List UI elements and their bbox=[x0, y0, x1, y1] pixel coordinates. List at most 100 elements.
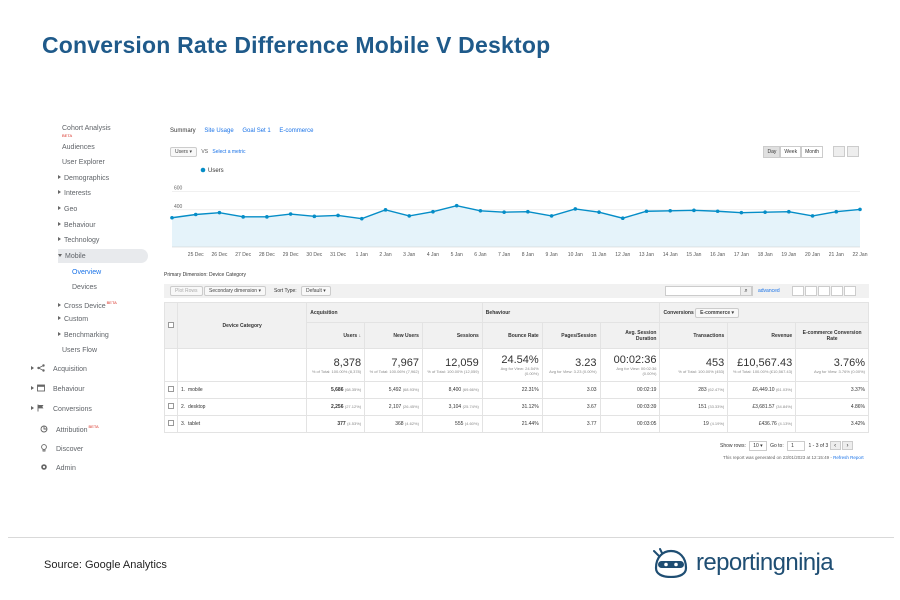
sidebar-item-mobile[interactable]: Mobile bbox=[58, 253, 86, 260]
device-link[interactable]: tablet bbox=[187, 421, 201, 427]
comparison-view-icon[interactable] bbox=[831, 286, 843, 296]
sidebar-section-label: Conversions bbox=[53, 406, 92, 413]
data-point bbox=[763, 210, 767, 214]
sidebar-section-attribution[interactable]: AttributionBETA bbox=[40, 424, 99, 434]
data-point bbox=[288, 212, 293, 216]
row-checkbox[interactable] bbox=[168, 386, 174, 392]
conversion-rate-header[interactable]: E-commerce Conversion Rate bbox=[795, 322, 869, 349]
sort-type-value: Default bbox=[306, 288, 322, 294]
avg-session-header[interactable]: Avg. Session Duration bbox=[599, 322, 661, 349]
legend-marker bbox=[200, 167, 206, 173]
period-month-button[interactable]: Month bbox=[801, 146, 823, 158]
sidebar-item-interests[interactable]: Interests bbox=[58, 190, 91, 197]
cell-pct: (4.60%) bbox=[464, 421, 479, 426]
data-point bbox=[526, 209, 530, 214]
sidebar-item-cross-device[interactable]: Cross DeviceBETA bbox=[58, 300, 117, 310]
period-selector: Day Week Month bbox=[763, 146, 823, 158]
attribution-icon bbox=[40, 425, 48, 433]
sidebar-item-custom[interactable]: Custom bbox=[58, 316, 88, 323]
sidebar-item-devices[interactable]: Devices bbox=[72, 284, 97, 291]
conversion-type-select[interactable]: E-commerce ▾ bbox=[695, 307, 740, 318]
transactions-header[interactable]: Transactions bbox=[659, 322, 729, 349]
sidebar-item-label: Custom bbox=[64, 316, 89, 323]
prev-page-icon[interactable]: ‹ bbox=[829, 441, 841, 450]
sidebar-section-conversions[interactable]: Conversions bbox=[31, 404, 92, 413]
sidebar-item-technology[interactable]: Technology bbox=[58, 237, 99, 244]
goto-input[interactable]: 1 bbox=[787, 441, 806, 451]
sidebar-section-discover[interactable]: Discover bbox=[40, 444, 83, 453]
revenue-header[interactable]: Revenue bbox=[727, 322, 797, 349]
cell-pct: (4.53%) bbox=[347, 421, 362, 426]
row-number: 3. bbox=[181, 421, 186, 427]
metric-select[interactable]: Users ▾ bbox=[170, 147, 197, 157]
data-point bbox=[359, 216, 364, 221]
device-link[interactable]: mobile bbox=[187, 387, 203, 393]
device-cell: 3. tablet bbox=[176, 415, 308, 433]
sidebar-item-demographics[interactable]: Demographics bbox=[58, 175, 109, 182]
device-category-header[interactable]: Device Category bbox=[176, 302, 308, 349]
pivot-view-icon[interactable] bbox=[844, 286, 856, 296]
sidebar-item-geo[interactable]: Geo bbox=[58, 206, 77, 213]
sidebar-section-admin[interactable]: Admin bbox=[40, 463, 76, 472]
sidebar-item-label: Users Flow bbox=[62, 347, 98, 354]
plot-rows-button[interactable]: Plot Rows bbox=[170, 286, 203, 296]
refresh-report-link[interactable]: Refresh Report bbox=[833, 455, 864, 460]
cell-value: 5,686 bbox=[330, 387, 344, 393]
sidebar-active-highlight bbox=[58, 249, 148, 263]
sidebar-item-user-explorer[interactable]: User Explorer bbox=[62, 159, 105, 166]
row-checkbox[interactable] bbox=[168, 420, 174, 426]
percentage-view-icon[interactable] bbox=[805, 286, 817, 296]
advanced-link[interactable]: advanced bbox=[758, 288, 780, 294]
data-point bbox=[620, 216, 625, 221]
period-week-button[interactable]: Week bbox=[780, 146, 802, 158]
sidebar-section-acquisition[interactable]: Acquisition bbox=[31, 364, 87, 373]
report-note-text: This report was generated on 23/01/2023 … bbox=[723, 455, 832, 460]
tab-summary[interactable]: Summary bbox=[170, 128, 196, 134]
total-sub: % of Total: 100.00% (8,378) bbox=[311, 368, 362, 374]
line-chart-icon[interactable] bbox=[833, 146, 845, 157]
row-checkbox[interactable] bbox=[168, 403, 174, 409]
show-rows-select[interactable]: 10 ▾ bbox=[749, 441, 767, 451]
total-conversion-rate: 3.76% Avg for View: 3.76% (0.00%) bbox=[795, 348, 869, 382]
data-point bbox=[193, 212, 198, 217]
total-avg-session: 00:02:36 Avg for View: 00:02:36 (0.00%) bbox=[599, 348, 661, 382]
table-search-input[interactable] bbox=[665, 286, 753, 296]
tab-site-usage[interactable]: Site Usage bbox=[204, 128, 234, 134]
secondary-dimension-select[interactable]: Secondary dimension ▾ bbox=[204, 286, 266, 296]
sidebar-item-users-flow[interactable]: Users Flow bbox=[62, 347, 97, 354]
show-rows-value: 10 bbox=[753, 443, 759, 449]
sessions-header[interactable]: Sessions bbox=[421, 322, 483, 349]
sidebar-item-behaviour[interactable]: Behaviour bbox=[58, 222, 96, 229]
sidebar-item-label: Geo bbox=[64, 206, 78, 213]
data-point bbox=[597, 210, 601, 214]
data-view-icon[interactable] bbox=[792, 286, 804, 296]
revenue-cell: £3,681.57 (34.84%) bbox=[727, 398, 797, 416]
motion-chart-icon[interactable] bbox=[847, 146, 859, 157]
select-metric-link[interactable]: Select a metric bbox=[212, 149, 246, 155]
next-page-icon[interactable]: › bbox=[842, 441, 854, 450]
sidebar-item-overview[interactable]: Overview bbox=[72, 269, 101, 276]
sidebar-item-benchmarking[interactable]: Benchmarking bbox=[58, 332, 109, 339]
sidebar-item-label: Cohort Analysis bbox=[62, 125, 111, 132]
tab-goal-set-1[interactable]: Goal Set 1 bbox=[242, 128, 271, 134]
users-header[interactable]: Users ↓ bbox=[306, 322, 366, 349]
performance-view-icon[interactable] bbox=[818, 286, 830, 296]
total-users: 8,378% of Total: 100.00% (8,378) bbox=[306, 348, 366, 382]
select-all-checkbox[interactable] bbox=[168, 321, 174, 328]
device-link[interactable]: desktop bbox=[187, 404, 206, 410]
sidebar-section-behaviour[interactable]: Behaviour bbox=[31, 384, 85, 393]
sidebar-item-cohort-analysis[interactable]: Cohort Analysis bbox=[62, 125, 111, 132]
primary-dimension-value[interactable]: Device Category bbox=[209, 272, 246, 278]
users-cell: 2,256 (27.12%) bbox=[306, 398, 366, 416]
sort-type-select[interactable]: Default ▾ bbox=[301, 286, 331, 296]
search-icon[interactable]: ⌕ bbox=[740, 286, 752, 296]
sidebar-item-audiences[interactable]: Audiences bbox=[62, 144, 95, 151]
new-users-header[interactable]: New Users bbox=[364, 322, 423, 349]
behaviour-icon bbox=[37, 384, 45, 392]
pages-session-header[interactable]: Pages/Session bbox=[541, 322, 601, 349]
tab-e-commerce[interactable]: E-commerce bbox=[279, 128, 314, 134]
bounce-rate-header[interactable]: Bounce Rate bbox=[481, 322, 543, 349]
period-day-button[interactable]: Day bbox=[763, 146, 781, 158]
sort-type-label: Sort Type: bbox=[274, 288, 297, 294]
